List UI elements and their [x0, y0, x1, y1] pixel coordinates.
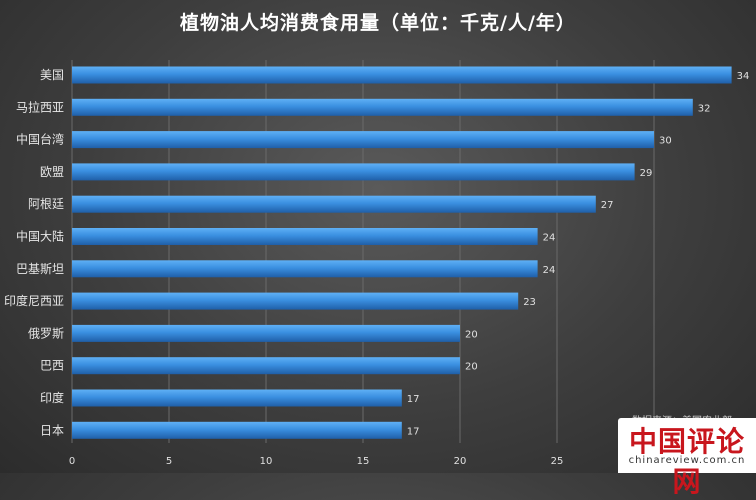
category-label: 巴基斯坦: [16, 262, 64, 276]
bar: [72, 260, 538, 278]
bar: [72, 163, 635, 181]
value-labels: 34 32 30 29 27 24 24 23 20 20 17 17: [407, 71, 750, 437]
category-label: 阿根廷: [28, 197, 64, 211]
category-label: 印度: [40, 390, 64, 405]
category-label: 俄罗斯: [28, 326, 64, 340]
gridlines: [71, 60, 655, 443]
x-tick-label: 25: [551, 456, 564, 467]
bar: [72, 292, 519, 310]
category-label: 中国大陆: [16, 229, 64, 244]
category-label: 马拉西亚: [16, 99, 64, 114]
bar: [72, 131, 654, 149]
x-tick-label: 5: [166, 456, 172, 467]
value-label: 29: [640, 168, 653, 179]
bar: [72, 389, 402, 407]
chinareview-logo[interactable]: 中国评论网 chinareview.com.cn: [618, 418, 756, 498]
value-label: 20: [465, 329, 478, 340]
category-label: 日本: [40, 423, 64, 437]
value-label: 34: [737, 71, 750, 82]
bar: [72, 324, 460, 342]
bar: [72, 98, 693, 116]
category-label: 欧盟: [40, 165, 64, 179]
category-label: 中国台湾: [16, 132, 64, 147]
value-label: 20: [465, 362, 478, 373]
bar: [72, 66, 732, 84]
value-label: 30: [659, 136, 672, 147]
value-label: 17: [407, 394, 420, 405]
x-tick-label: 0: [69, 456, 75, 467]
bar: [72, 195, 596, 213]
bar: [72, 357, 460, 375]
value-label: 23: [523, 297, 536, 308]
value-label: 32: [698, 103, 711, 114]
x-tick-label: 20: [454, 456, 467, 467]
x-axis-ticks: 051015202530: [69, 456, 661, 467]
x-tick-label: 10: [260, 456, 273, 467]
bar: [72, 421, 402, 439]
value-label: 17: [407, 426, 420, 437]
value-label: 27: [601, 200, 614, 211]
category-label: 印度尼西亚: [4, 293, 64, 308]
x-tick-label: 15: [357, 456, 370, 467]
value-label: 24: [543, 233, 556, 244]
bar: [72, 228, 538, 245]
category-label: 巴西: [40, 359, 64, 373]
bars: [72, 66, 732, 439]
chart-title: 植物油人均消费食用量（单位：千克/人/年）: [180, 12, 576, 34]
category-label: 美国: [40, 68, 64, 82]
logo-url: chinareview.com.cn: [628, 455, 746, 466]
value-label: 24: [543, 265, 556, 276]
